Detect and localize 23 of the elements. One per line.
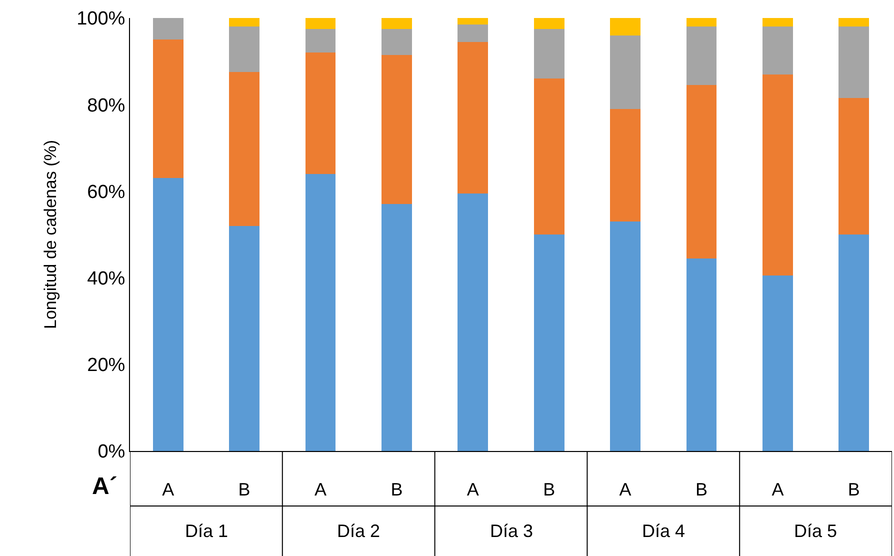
y-axis-title: Longitud de cadenas (%) — [41, 140, 60, 330]
text: Día 1 — [185, 521, 228, 541]
text: Día 4 — [642, 521, 686, 541]
text: Día 2 — [337, 521, 380, 541]
y-tick-label: 100% — [76, 8, 126, 30]
x-tick-label: B — [695, 480, 708, 500]
text: Día 5 — [794, 521, 838, 541]
x-tick-label: B — [390, 480, 403, 500]
x-tick-label: B — [238, 480, 250, 500]
text: A´ — [92, 473, 118, 500]
x-tick-label: B — [543, 480, 556, 500]
y-tick-label: 80% — [87, 95, 126, 116]
y-tick-label: 60% — [87, 182, 126, 203]
y-tick-label: 20% — [87, 355, 126, 376]
x-tick-label: A — [466, 480, 479, 500]
x-tick-label: A — [162, 480, 174, 500]
y-tick-label: 40% — [87, 268, 126, 290]
x-tick-label: A — [314, 480, 327, 500]
x-tick-label: B — [848, 480, 860, 500]
y-tick-label: 0% — [98, 442, 126, 463]
text: Día 3 — [490, 521, 534, 541]
x-tick-label: A — [619, 480, 632, 500]
x-tick-label: A — [772, 480, 784, 500]
